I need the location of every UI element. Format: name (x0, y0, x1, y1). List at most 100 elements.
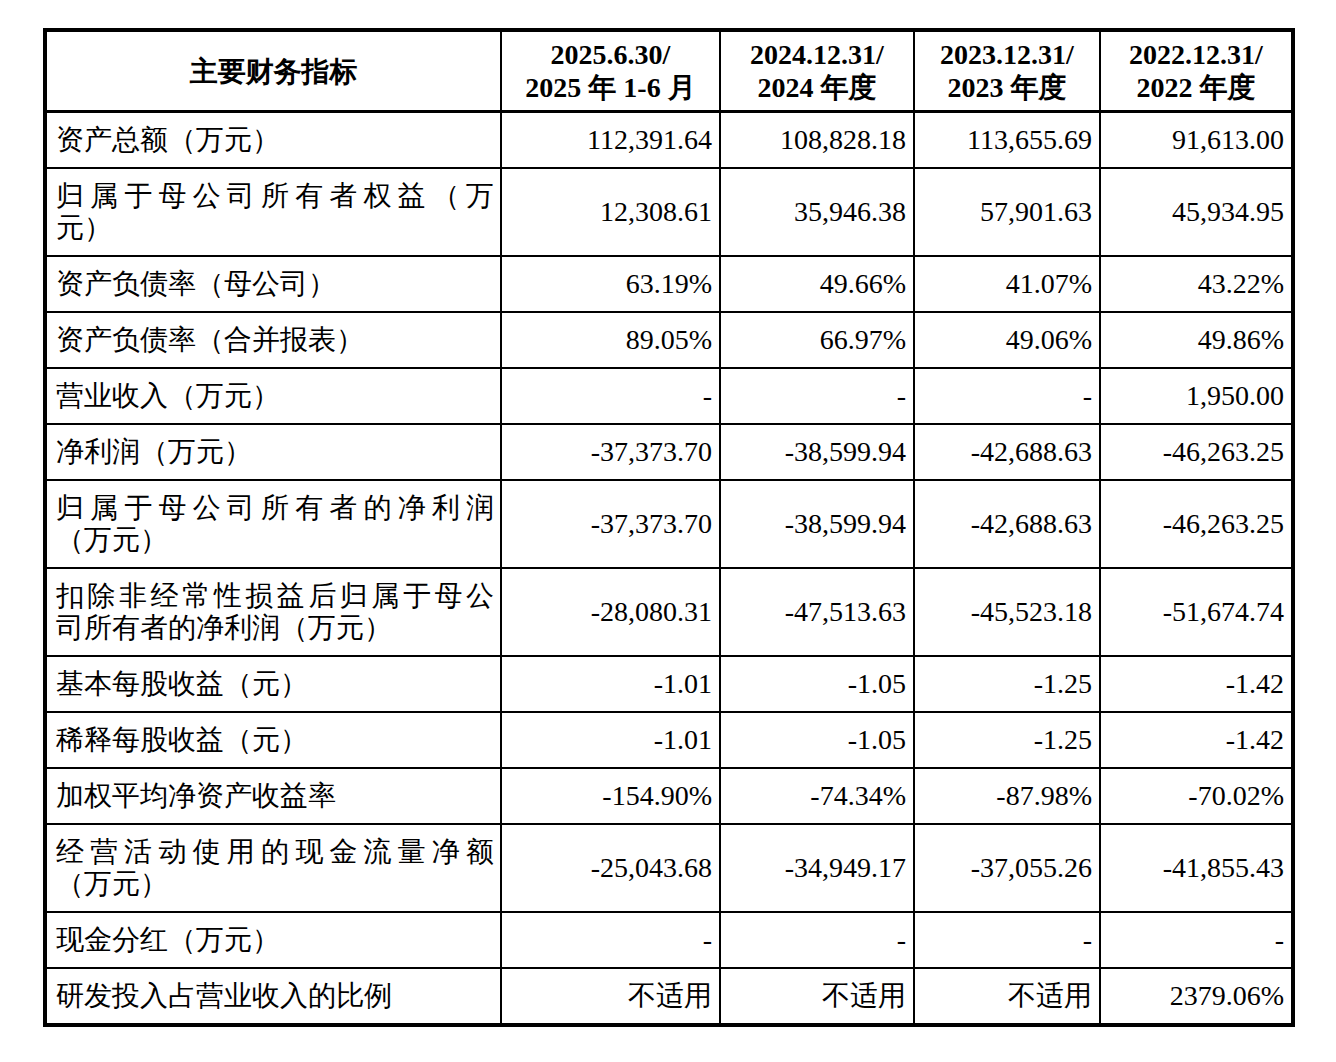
table-row: 净利润（万元）-37,373.70-38,599.94-42,688.63-46… (45, 424, 1293, 480)
value-cell: 45,934.95 (1100, 168, 1293, 256)
indicator-label: 资产负债率（母公司） (45, 256, 501, 312)
table-row: 归属于母公司所有者权益（万元）12,308.6135,946.3857,901.… (45, 168, 1293, 256)
value-cell: -38,599.94 (720, 480, 914, 568)
period-range-line: 2024 年度 (725, 71, 909, 104)
value-cell: 2379.06% (1100, 968, 1293, 1025)
value-cell: -1.05 (720, 656, 914, 712)
indicator-label: 资产负债率（合并报表） (45, 312, 501, 368)
value-cell: -70.02% (1100, 768, 1293, 824)
value-cell: -1.42 (1100, 656, 1293, 712)
indicator-label: 加权平均净资产收益率 (45, 768, 501, 824)
period-date-line: 2025.6.30/ (506, 38, 715, 71)
financial-indicators-table: 主要财务指标 2025.6.30/2025 年 1-6 月2024.12.31/… (43, 28, 1295, 1027)
value-cell: -42,688.63 (914, 424, 1100, 480)
value-cell: -154.90% (501, 768, 720, 824)
table-row: 研发投入占营业收入的比例不适用不适用不适用2379.06% (45, 968, 1293, 1025)
value-cell: -38,599.94 (720, 424, 914, 480)
table-row: 资产总额（万元）112,391.64108,828.18113,655.6991… (45, 112, 1293, 169)
period-date-line: 2023.12.31/ (919, 38, 1095, 71)
value-cell: 43.22% (1100, 256, 1293, 312)
value-cell: 35,946.38 (720, 168, 914, 256)
value-cell: -42,688.63 (914, 480, 1100, 568)
value-cell: 49.66% (720, 256, 914, 312)
value-cell: 108,828.18 (720, 112, 914, 169)
value-cell: 49.86% (1100, 312, 1293, 368)
indicator-label: 现金分红（万元） (45, 912, 501, 968)
table-header: 主要财务指标 2025.6.30/2025 年 1-6 月2024.12.31/… (45, 30, 1293, 112)
table-row: 经营活动使用的现金流量净额（万元）-25,043.68-34,949.17-37… (45, 824, 1293, 912)
period-header: 2023.12.31/2023 年度 (914, 30, 1100, 112)
header-row: 主要财务指标 2025.6.30/2025 年 1-6 月2024.12.31/… (45, 30, 1293, 112)
indicator-label: 基本每股收益（元） (45, 656, 501, 712)
indicator-label: 营业收入（万元） (45, 368, 501, 424)
value-cell: -1.25 (914, 712, 1100, 768)
table-row: 资产负债率（母公司）63.19%49.66%41.07%43.22% (45, 256, 1293, 312)
value-cell: 1,950.00 (1100, 368, 1293, 424)
indicator-label: 扣除非经常性损益后归属于母公司所有者的净利润（万元） (45, 568, 501, 656)
value-cell: -46,263.25 (1100, 424, 1293, 480)
period-range-line: 2022 年度 (1105, 71, 1287, 104)
table-row: 现金分红（万元）---- (45, 912, 1293, 968)
indicator-label: 研发投入占营业收入的比例 (45, 968, 501, 1025)
indicator-label: 归属于母公司所有者权益（万元） (45, 168, 501, 256)
value-cell: -37,055.26 (914, 824, 1100, 912)
value-cell: 89.05% (501, 312, 720, 368)
value-cell: -37,373.70 (501, 424, 720, 480)
value-cell: - (1100, 912, 1293, 968)
value-cell: -1.42 (1100, 712, 1293, 768)
table-body: 资产总额（万元）112,391.64108,828.18113,655.6991… (45, 112, 1293, 1026)
value-cell: 不适用 (501, 968, 720, 1025)
value-cell: - (720, 368, 914, 424)
value-cell: - (914, 368, 1100, 424)
value-cell: 不适用 (914, 968, 1100, 1025)
value-cell: 49.06% (914, 312, 1100, 368)
value-cell: 12,308.61 (501, 168, 720, 256)
indicator-label: 稀释每股收益（元） (45, 712, 501, 768)
period-header: 2025.6.30/2025 年 1-6 月 (501, 30, 720, 112)
value-cell: 113,655.69 (914, 112, 1100, 169)
value-cell: -51,674.74 (1100, 568, 1293, 656)
value-cell: -37,373.70 (501, 480, 720, 568)
table-row: 资产负债率（合并报表）89.05%66.97%49.06%49.86% (45, 312, 1293, 368)
value-cell: -1.05 (720, 712, 914, 768)
value-cell: -47,513.63 (720, 568, 914, 656)
value-cell: -1.25 (914, 656, 1100, 712)
table-row: 扣除非经常性损益后归属于母公司所有者的净利润（万元）-28,080.31-47,… (45, 568, 1293, 656)
indicator-label: 净利润（万元） (45, 424, 501, 480)
indicator-label: 资产总额（万元） (45, 112, 501, 169)
period-date-line: 2024.12.31/ (725, 38, 909, 71)
period-range-line: 2025 年 1-6 月 (506, 71, 715, 104)
value-cell: 63.19% (501, 256, 720, 312)
value-cell: -45,523.18 (914, 568, 1100, 656)
value-cell: 57,901.63 (914, 168, 1100, 256)
value-cell: -34,949.17 (720, 824, 914, 912)
period-range-line: 2023 年度 (919, 71, 1095, 104)
period-header: 2022.12.31/2022 年度 (1100, 30, 1293, 112)
value-cell: -74.34% (720, 768, 914, 824)
value-cell: - (501, 368, 720, 424)
indicator-column-header: 主要财务指标 (45, 30, 501, 112)
value-cell: 112,391.64 (501, 112, 720, 169)
value-cell: -25,043.68 (501, 824, 720, 912)
indicator-label: 经营活动使用的现金流量净额（万元） (45, 824, 501, 912)
table-row: 归属于母公司所有者的净利润（万元）-37,373.70-38,599.94-42… (45, 480, 1293, 568)
period-header: 2024.12.31/2024 年度 (720, 30, 914, 112)
value-cell: 91,613.00 (1100, 112, 1293, 169)
value-cell: -1.01 (501, 712, 720, 768)
value-cell: - (914, 912, 1100, 968)
value-cell: 不适用 (720, 968, 914, 1025)
value-cell: - (501, 912, 720, 968)
indicator-label: 归属于母公司所有者的净利润（万元） (45, 480, 501, 568)
value-cell: -46,263.25 (1100, 480, 1293, 568)
value-cell: -1.01 (501, 656, 720, 712)
value-cell: 66.97% (720, 312, 914, 368)
table-row: 营业收入（万元）---1,950.00 (45, 368, 1293, 424)
table-row: 稀释每股收益（元）-1.01-1.05-1.25-1.42 (45, 712, 1293, 768)
value-cell: -41,855.43 (1100, 824, 1293, 912)
period-date-line: 2022.12.31/ (1105, 38, 1287, 71)
value-cell: 41.07% (914, 256, 1100, 312)
table-row: 基本每股收益（元）-1.01-1.05-1.25-1.42 (45, 656, 1293, 712)
value-cell: -28,080.31 (501, 568, 720, 656)
value-cell: - (720, 912, 914, 968)
table-row: 加权平均净资产收益率-154.90%-74.34%-87.98%-70.02% (45, 768, 1293, 824)
